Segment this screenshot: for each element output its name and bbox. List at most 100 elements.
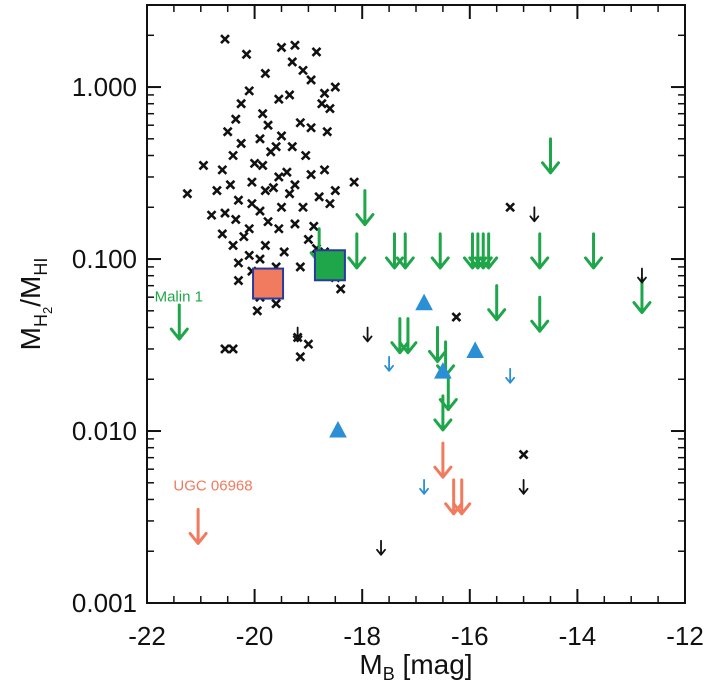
data-marks bbox=[169, 34, 652, 556]
upper-limit-arrow bbox=[398, 317, 418, 355]
triangle-point bbox=[434, 362, 452, 379]
cross-point bbox=[233, 257, 244, 268]
cross-point bbox=[505, 202, 516, 213]
x-tick-label: -18 bbox=[343, 621, 381, 651]
y-tick-label: 0.010 bbox=[72, 416, 137, 446]
cross-point bbox=[290, 219, 300, 229]
cross-point bbox=[246, 177, 257, 188]
small-upper-limit-arrow bbox=[362, 326, 373, 343]
cross-point bbox=[325, 103, 335, 114]
annotations: Malin 1 UGC 06968 bbox=[155, 289, 253, 495]
small-upper-limit-arrow bbox=[292, 326, 303, 343]
triangle-point bbox=[466, 341, 485, 358]
cross-point bbox=[255, 254, 265, 264]
plot-frame bbox=[146, 4, 686, 604]
cross-point bbox=[260, 68, 271, 79]
upper-limit-arrow bbox=[395, 232, 415, 270]
cross-point bbox=[303, 234, 314, 245]
cross-point bbox=[257, 108, 268, 119]
upper-limit-arrow bbox=[428, 325, 448, 363]
small-upper-limit-arrow bbox=[419, 478, 429, 495]
y-tick-label: 0.001 bbox=[72, 588, 137, 618]
cross-point bbox=[290, 40, 300, 51]
cross-point bbox=[182, 188, 193, 199]
cross-point bbox=[349, 177, 360, 188]
triangle-point bbox=[329, 420, 347, 438]
annotation-label: Malin 1 bbox=[155, 289, 203, 306]
cross-point bbox=[228, 240, 238, 251]
upper-limit-arrow bbox=[541, 137, 560, 175]
cross-point bbox=[314, 191, 325, 202]
x-tick-label: -12 bbox=[666, 621, 704, 651]
cross-point bbox=[276, 130, 287, 141]
upper-limit-arrow bbox=[452, 478, 472, 516]
cross-point bbox=[230, 114, 241, 125]
cross-point bbox=[308, 221, 319, 232]
cross-point bbox=[273, 172, 284, 182]
cross-point bbox=[198, 160, 209, 171]
cross-point bbox=[330, 185, 341, 196]
y-axis-title-sub: H bbox=[31, 314, 51, 327]
upper-limit-arrow bbox=[530, 232, 550, 270]
cross-point bbox=[233, 275, 244, 286]
cross-point bbox=[518, 449, 529, 460]
x-tick-label: -16 bbox=[451, 621, 489, 651]
mean-square-point bbox=[252, 267, 285, 300]
cross-point bbox=[298, 202, 308, 213]
cross-point bbox=[295, 117, 306, 128]
upper-limit-arrow bbox=[188, 507, 208, 545]
cross-point bbox=[236, 138, 247, 149]
y-axis-title-main: M bbox=[15, 327, 46, 350]
cross-point bbox=[306, 169, 317, 180]
cross-point bbox=[273, 223, 284, 234]
x-axis-title-main: M bbox=[359, 649, 382, 680]
triangle-point bbox=[415, 293, 433, 311]
cross-point bbox=[295, 351, 306, 362]
upper-limit-arrow bbox=[169, 303, 189, 341]
cross-point bbox=[249, 158, 260, 169]
cross-point bbox=[311, 47, 322, 57]
cross-point bbox=[260, 185, 271, 196]
cross-point bbox=[271, 298, 282, 309]
cross-point bbox=[238, 231, 249, 242]
cross-point bbox=[217, 164, 228, 175]
upper-limit-arrow bbox=[487, 284, 507, 322]
cross-point bbox=[265, 146, 276, 157]
upper-limit-arrow bbox=[430, 232, 450, 270]
cross-point bbox=[220, 208, 230, 219]
upper-limit-arrow bbox=[479, 232, 499, 270]
cross-point bbox=[217, 228, 228, 239]
y-tick-label: 1.000 bbox=[72, 72, 137, 102]
cross-point bbox=[260, 240, 271, 251]
upper-limit-arrow bbox=[584, 232, 604, 270]
cross-point bbox=[284, 90, 295, 100]
cross-point bbox=[279, 246, 290, 257]
x-axis-title-rest: [mag] bbox=[395, 649, 473, 680]
cross-point bbox=[303, 339, 314, 350]
cross-point bbox=[281, 167, 292, 178]
cross-point bbox=[255, 206, 265, 217]
cross-point bbox=[230, 214, 241, 225]
upper-limit-arrow bbox=[530, 295, 550, 333]
axis-tick-labels: -22 -20 -18 -16 -14 -12 0.001 0.010 0.100 1.000 bbox=[72, 72, 704, 651]
cross-point bbox=[225, 179, 236, 190]
cross-point bbox=[276, 202, 287, 213]
cross-point bbox=[319, 88, 330, 99]
cross-point bbox=[263, 216, 273, 227]
x-axis-title-sub: B bbox=[383, 664, 395, 684]
cross-point bbox=[244, 85, 255, 96]
cross-point bbox=[206, 210, 217, 221]
upper-limit-arrow bbox=[347, 232, 367, 270]
y-axis-title-subsub: 2 bbox=[40, 307, 55, 314]
cross-point bbox=[252, 305, 263, 316]
cross-point bbox=[300, 150, 311, 161]
y-tick-label: 0.100 bbox=[72, 244, 137, 274]
cross-point bbox=[244, 223, 255, 234]
small-upper-limit-arrow bbox=[529, 206, 540, 223]
cross-point bbox=[228, 150, 238, 161]
cross-point bbox=[241, 49, 252, 60]
cross-point bbox=[212, 185, 222, 196]
cross-point bbox=[316, 98, 327, 109]
cross-point bbox=[287, 57, 298, 67]
